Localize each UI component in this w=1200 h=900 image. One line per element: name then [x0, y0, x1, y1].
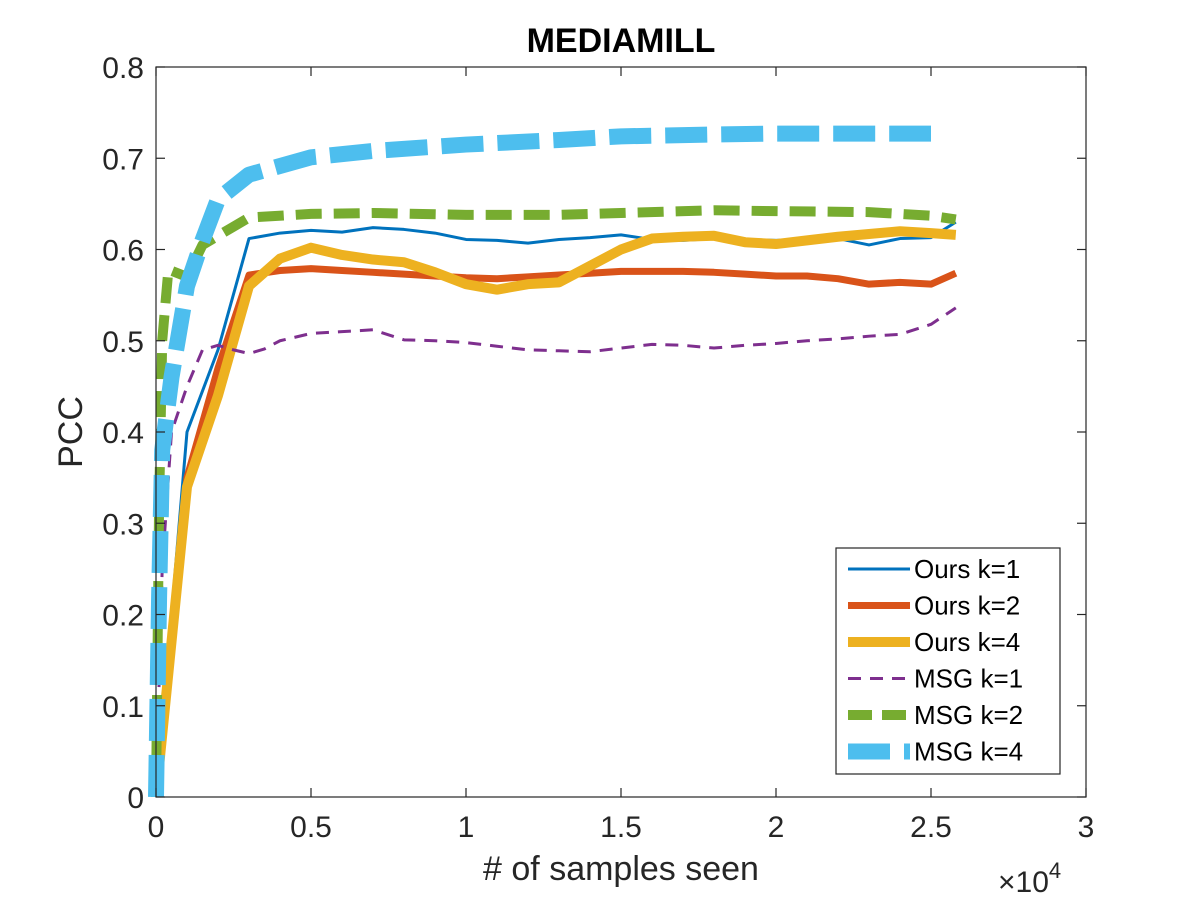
series-layer [148, 125, 958, 798]
x-axis-multiplier-exponent: 4 [1049, 858, 1061, 883]
legend-item: Ours k=2 [848, 591, 1020, 621]
y-tick-label: 0.8 [102, 52, 144, 85]
legend-box [835, 547, 1061, 775]
series-line-msg-k-2 [151, 205, 957, 798]
x-axis-label: # of samples seen [483, 850, 759, 888]
y-tick-label: 0.1 [102, 691, 144, 724]
y-tick-label: 0 [127, 782, 144, 815]
x-axis-multiplier-base: ×10 [998, 866, 1049, 899]
series-line-msg-k-1 [154, 306, 957, 798]
y-tick-label: 0.4 [102, 417, 144, 450]
legend-item: MSG k=4 [848, 737, 1023, 767]
legend-item: Ours k=4 [848, 627, 1020, 657]
y-tick-label: 0.6 [102, 235, 144, 268]
legend-label: Ours k=1 [914, 554, 1020, 584]
y-tick-label: 0.2 [102, 600, 144, 633]
x-tick-label: 0 [148, 811, 165, 844]
x-tick-label: 2.5 [910, 811, 952, 844]
y-axis-label: PCC [52, 396, 90, 468]
y-tick-label: 0.5 [102, 326, 144, 359]
legend-item: MSG k=1 [848, 664, 1023, 694]
series-line-msg-k-4 [148, 125, 931, 798]
ticks-layer: 0 0.5 1 1.5 2 2.5 3 0 0.1 0.2 0.3 0.4 0.5 0.6 0.7 0.8 [102, 52, 1094, 844]
legend-label: MSG k=4 [914, 737, 1023, 767]
x-tick-label: 2 [768, 811, 785, 844]
x-tick-label: 3 [1078, 811, 1095, 844]
series-line-ours-k-4 [151, 226, 957, 798]
series-line-ours-k-2 [152, 265, 958, 798]
legend-label: Ours k=2 [914, 591, 1020, 621]
chart-title: MEDIAMILL [527, 22, 716, 60]
legend-items: Ours k=1 Ours k=2 Ours k=4 MSG k=1 MSG k=2 MS… [848, 554, 1023, 767]
legend: Ours k=1 Ours k=2 Ours k=4 MSG k=1 MSG k=2 MS… [835, 547, 1061, 775]
legend-label: MSG k=1 [914, 664, 1023, 694]
legend-item: MSG k=2 [848, 700, 1023, 730]
y-tick-label: 0.3 [102, 508, 144, 541]
x-axis-multiplier: ×104 [998, 858, 1061, 899]
x-tick-label: 0.5 [290, 811, 332, 844]
x-tick-label: 1.5 [600, 811, 642, 844]
y-tick-label: 0.7 [102, 143, 144, 176]
legend-label: Ours k=4 [914, 627, 1020, 657]
legend-item: Ours k=1 [848, 554, 1020, 584]
legend-label: MSG k=2 [914, 700, 1023, 730]
x-tick-label: 1 [458, 811, 475, 844]
